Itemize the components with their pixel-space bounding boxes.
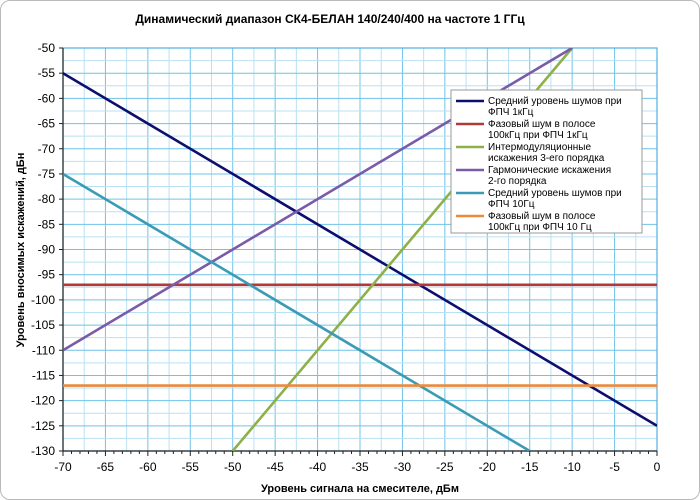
legend-label-1: ФПЧ 1кГц [488,107,534,118]
x-tick-label: 0 [654,460,661,474]
y-tick-label: -105 [31,318,55,332]
legend-label-2: 100кГц при ФПЧ 1кГц [488,130,588,141]
legend-label-5: Средний уровень шумов при [488,188,622,199]
y-tick-label: -100 [31,293,55,307]
x-axis-title: Уровень сигнала на смесителе, дБм [261,483,459,495]
x-tick-label: -45 [266,460,284,474]
legend-box [450,89,643,234]
x-tick-label: -35 [351,460,369,474]
chart-title: Динамический диапазон СК4-БЕЛАН 140/240/… [135,12,525,26]
series-line-5 [63,172,531,451]
x-tick-label: -20 [479,460,497,474]
x-tick-label: -10 [563,460,581,474]
x-tick-label: -5 [609,460,620,474]
y-tick-label: -55 [38,66,56,80]
y-tick-label: -70 [38,142,56,156]
legend-label-4: Гармонические искажения [488,165,611,176]
legend-label-6: 100кГц при ФПЧ 10 Гц [488,222,592,233]
y-tick-label: -60 [38,91,56,105]
x-tick-label: -15 [521,460,539,474]
y-tick-label: -65 [38,117,56,131]
y-tick-label: -115 [32,368,55,382]
x-tick-label: -25 [436,460,454,474]
y-tick-label: -90 [38,243,56,257]
x-tick-label: -65 [97,460,115,474]
x-tick-label: -70 [54,460,72,474]
tick-labels: -70 -65 -60 -55 -50 -45 -40 -35 -30 -25 -20 -15 -10-… [31,41,661,474]
y-tick-label: -75 [38,167,56,181]
y-axis-title: Уровень вносимых искажений, дБн [15,153,27,348]
x-tick-label: -55 [182,460,200,474]
y-tick-label: -80 [38,192,56,206]
legend-label-4: 2-го порядка [488,176,547,187]
legend-label-6: Фазовый шум в полосе [488,211,596,222]
legend-label-1: Средний уровень шумов при [488,96,622,107]
y-tick-label: -110 [32,343,55,357]
x-tick-label: -60 [139,460,157,474]
y-tick-label: -120 [31,394,55,408]
y-tick-label: -85 [38,217,56,231]
legend-label-5: ФПЧ 10Гц [488,199,535,210]
y-tick-label: -95 [38,268,56,282]
x-tick-label: -50 [224,460,242,474]
y-tick-label: -125 [31,419,55,433]
y-tick-label: -130 [31,444,55,458]
y-tick-label: -50 [38,41,56,55]
legend-label-3: искажения 3-его порядка [488,153,605,164]
legend-label-2: Фазовый шум в полосе [488,119,596,130]
x-tick-label: -40 [309,460,327,474]
axes [59,47,658,456]
x-tick-label: -30 [394,460,412,474]
legend-label-3: Интермодуляционные [488,142,591,153]
series-line-1 [63,72,657,427]
